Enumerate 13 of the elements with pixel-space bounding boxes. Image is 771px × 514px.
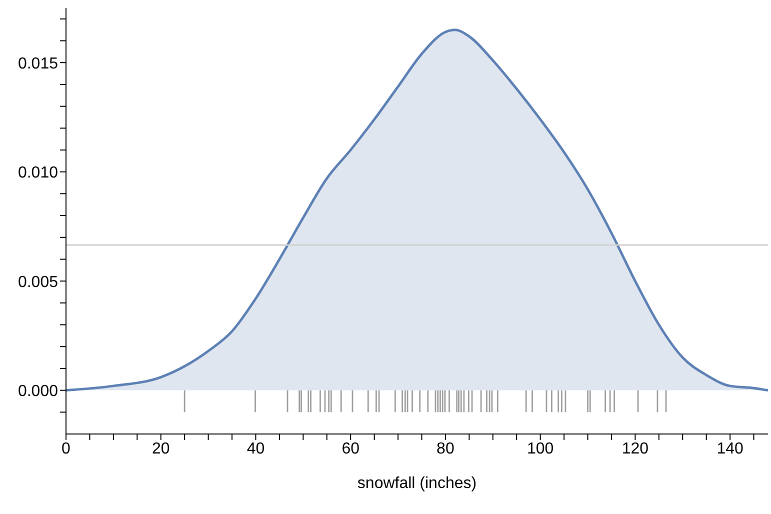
x-tick-label: 40	[246, 440, 265, 458]
x-tick-label: 120	[622, 440, 649, 458]
x-tick-label: 0	[62, 440, 71, 458]
y-tick-label: 0.000	[18, 382, 58, 400]
y-tick-label: 0.015	[18, 55, 58, 72]
x-tick-label: 140	[716, 440, 744, 458]
x-tick-label: 100	[526, 440, 554, 458]
y-tick-label: 0.010	[18, 164, 58, 182]
y-tick-label: 0.005	[18, 274, 58, 291]
x-tick-label: 60	[342, 440, 360, 458]
x-axis-title: snowfall (inches)	[357, 475, 477, 492]
x-tick-label: 80	[436, 440, 454, 458]
x-tick-label: 20	[152, 440, 170, 458]
